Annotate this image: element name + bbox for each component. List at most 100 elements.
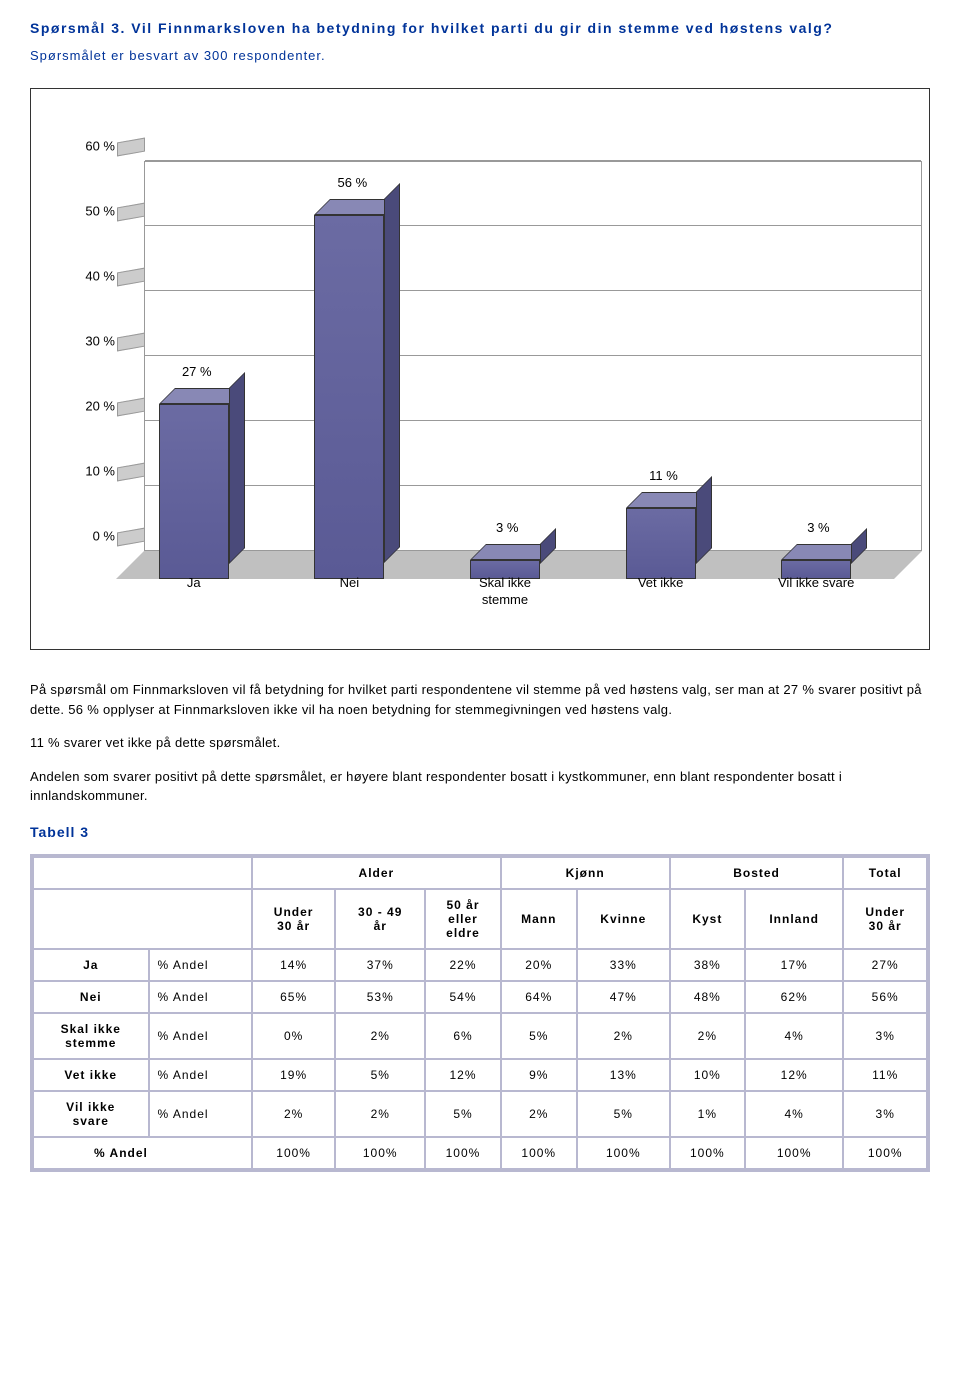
table-group-header: Bosted <box>670 856 844 889</box>
table-cell: 17% <box>745 949 843 981</box>
y-axis-tick: 0 % <box>55 529 115 544</box>
table-cell: 1% <box>670 1091 745 1137</box>
table-cell: 19% <box>252 1059 335 1091</box>
bar-side-face <box>384 183 400 563</box>
table-sub-header: Kyst <box>670 889 745 949</box>
table-sub-header: Under30 år <box>843 889 928 949</box>
x-axis-label: Ja <box>149 575 239 609</box>
table-cell: 5% <box>335 1059 425 1091</box>
table-cell: 2% <box>670 1013 745 1059</box>
table-cell: 65% <box>252 981 335 1013</box>
table-header-blank <box>32 856 252 889</box>
table-cell: 100% <box>670 1137 745 1170</box>
table-cell: 56% <box>843 981 928 1013</box>
bar-side-face <box>540 528 556 564</box>
table-cell: 100% <box>745 1137 843 1170</box>
table-cell: 0% <box>252 1013 335 1059</box>
table-cell: 4% <box>745 1091 843 1137</box>
x-axis-label: Skal ikkestemme <box>460 575 550 609</box>
chart-bars: 27 % 56 % 3 % 11 % 3 % <box>116 159 894 579</box>
table-cell: 3% <box>843 1091 928 1137</box>
table-cell: 2% <box>577 1013 670 1059</box>
y-tick-box <box>117 138 145 157</box>
table-header-blank <box>32 889 252 949</box>
y-axis-tick: 10 % <box>55 464 115 479</box>
paragraph-1: På spørsmål om Finnmarksloven vil få bet… <box>30 680 930 719</box>
bar: 11 % <box>626 508 696 580</box>
bar-side-face <box>696 476 712 564</box>
table-measure-label: % Andel <box>149 981 253 1013</box>
table-cell: 54% <box>425 981 500 1013</box>
table-cell: 48% <box>670 981 745 1013</box>
table-cell: 2% <box>501 1091 577 1137</box>
table-group-header: Alder <box>252 856 500 889</box>
y-axis-tick: 50 % <box>55 204 115 219</box>
x-axis-label: Vil ikke svare <box>771 575 861 609</box>
table-sub-header: 50 årellereldre <box>425 889 500 949</box>
bar: 27 % <box>159 404 229 580</box>
table-cell: 22% <box>425 949 500 981</box>
table-measure-label: % Andel <box>149 1059 253 1091</box>
table-cell: 2% <box>335 1091 425 1137</box>
table-cell: 14% <box>252 949 335 981</box>
table-cell: 9% <box>501 1059 577 1091</box>
data-table: AlderKjønnBostedTotalUnder30 år30 - 49år… <box>30 854 930 1172</box>
question-title: Spørsmål 3. Vil Finnmarksloven ha betydn… <box>30 20 930 36</box>
bar-value-label: 27 % <box>182 364 212 379</box>
table-cell: 20% <box>501 949 577 981</box>
bar-front-face <box>314 215 384 579</box>
y-axis-tick: 30 % <box>55 334 115 349</box>
table-cell: 5% <box>577 1091 670 1137</box>
bar-value-label: 3 % <box>496 520 518 535</box>
table-cell: 33% <box>577 949 670 981</box>
table-cell: 6% <box>425 1013 500 1059</box>
table-sub-header: Under30 år <box>252 889 335 949</box>
bar: 56 % <box>314 215 384 579</box>
y-axis-tick: 40 % <box>55 269 115 284</box>
table-cell: 10% <box>670 1059 745 1091</box>
bar-side-face <box>851 528 867 564</box>
table-measure-label: % Andel <box>149 949 253 981</box>
table-cell: 100% <box>577 1137 670 1170</box>
table-cell: 27% <box>843 949 928 981</box>
table-measure-label: % Andel <box>149 1091 253 1137</box>
bar-group: 56 % <box>304 215 394 579</box>
table-total-label: % Andel <box>32 1137 252 1170</box>
chart-container: 0 % 10 % 20 % 30 % 40 % 50 % 60 % 27 % 56 % 3 % 1… <box>30 88 930 650</box>
table-measure-label: % Andel <box>149 1013 253 1059</box>
bar-side-face <box>229 372 245 564</box>
bar-front-face <box>626 508 696 580</box>
paragraph-3: Andelen som svarer positivt på dette spø… <box>30 767 930 806</box>
table-sub-header: Innland <box>745 889 843 949</box>
table-cell: 5% <box>501 1013 577 1059</box>
table-sub-header: 30 - 49år <box>335 889 425 949</box>
table-cell: 3% <box>843 1013 928 1059</box>
bar-group: 11 % <box>616 508 706 580</box>
table-row-label: Vet ikke <box>32 1059 149 1091</box>
table-cell: 11% <box>843 1059 928 1091</box>
x-axis-label: Nei <box>304 575 394 609</box>
table-cell: 12% <box>425 1059 500 1091</box>
table-title: Tabell 3 <box>30 824 930 840</box>
table-cell: 100% <box>335 1137 425 1170</box>
y-axis-tick: 60 % <box>55 139 115 154</box>
table-cell: 2% <box>335 1013 425 1059</box>
table-row-label: Vil ikkesvare <box>32 1091 149 1137</box>
table-sub-header: Kvinne <box>577 889 670 949</box>
table-row-label: Skal ikkestemme <box>32 1013 149 1059</box>
table-cell: 38% <box>670 949 745 981</box>
bar-value-label: 3 % <box>807 520 829 535</box>
chart-x-labels: JaNeiSkal ikkestemmeVet ikkeVil ikke sva… <box>116 575 894 609</box>
table-cell: 53% <box>335 981 425 1013</box>
y-axis-tick: 20 % <box>55 399 115 414</box>
table-cell: 13% <box>577 1059 670 1091</box>
table-row-label: Nei <box>32 981 149 1013</box>
table-cell: 5% <box>425 1091 500 1137</box>
table-sub-header: Mann <box>501 889 577 949</box>
table-cell: 62% <box>745 981 843 1013</box>
table-cell: 2% <box>252 1091 335 1137</box>
bar-front-face <box>159 404 229 580</box>
bar-group: 27 % <box>149 404 239 580</box>
bar-chart: 0 %10 %20 %30 %40 %50 %60 % 27 %56 %3 %1… <box>116 129 894 609</box>
paragraph-2: 11 % svarer vet ikke på dette spørsmålet… <box>30 733 930 753</box>
